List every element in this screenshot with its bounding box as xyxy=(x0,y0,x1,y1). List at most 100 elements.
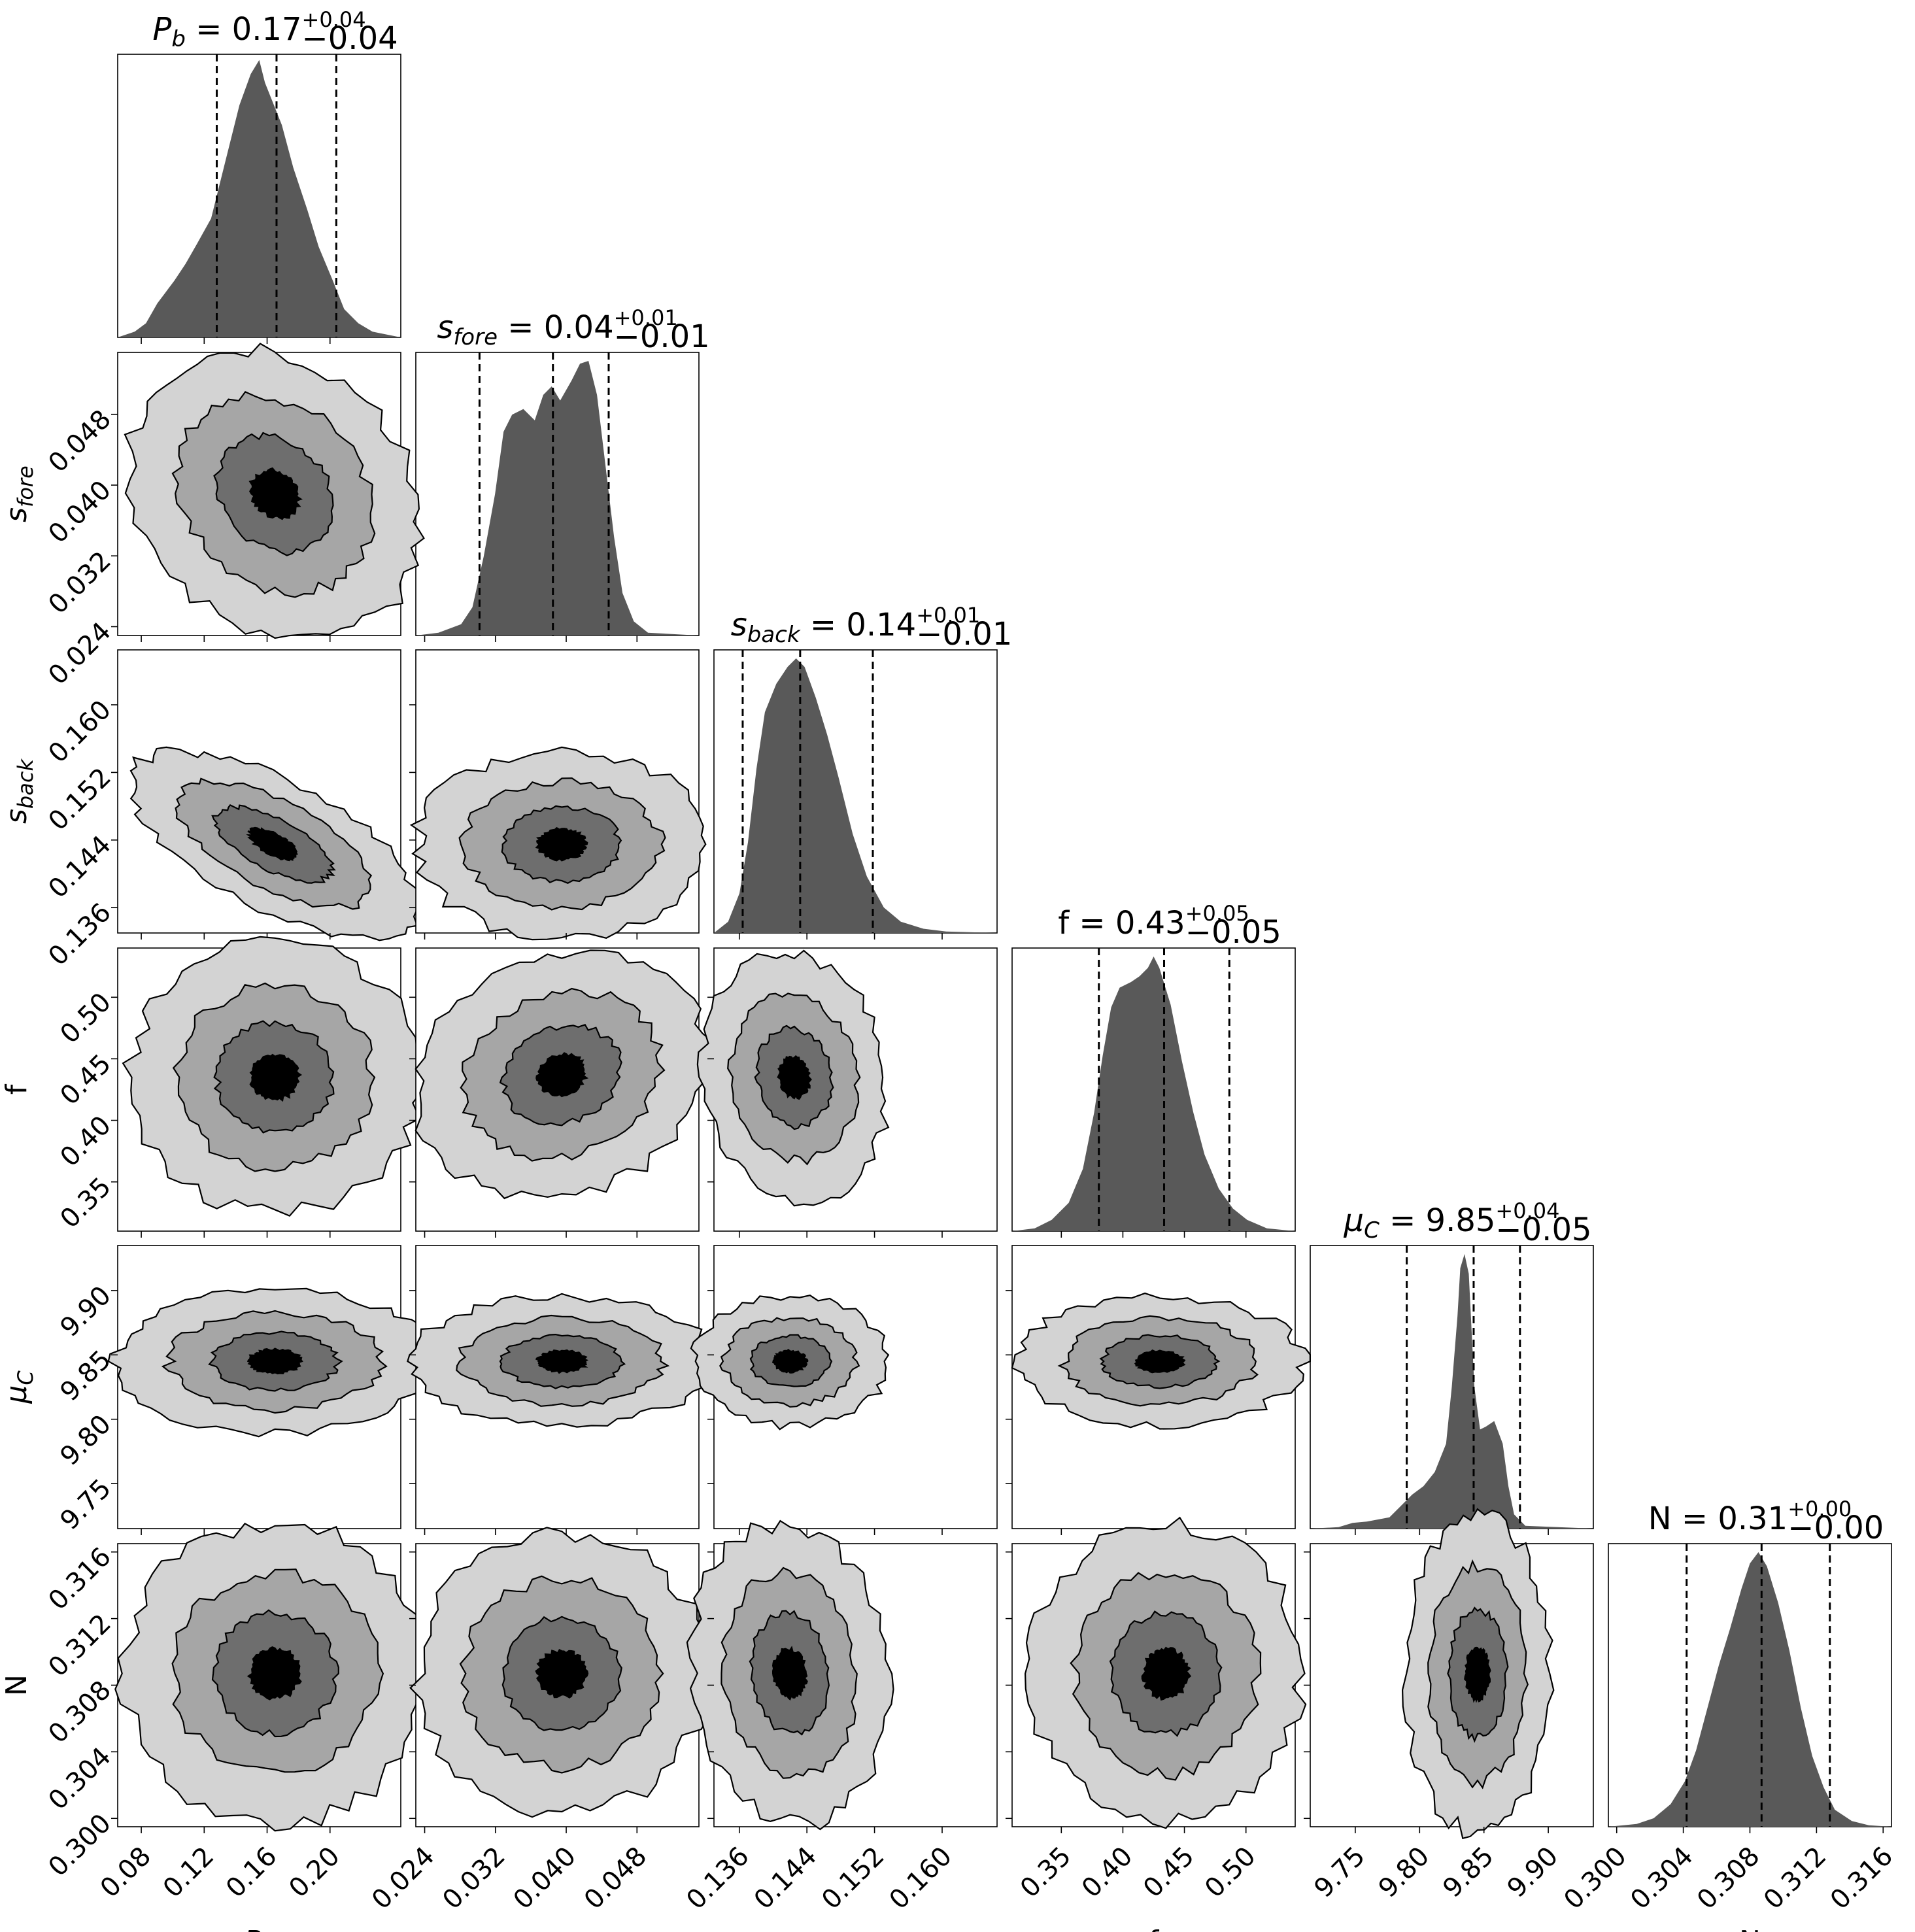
contour-level-4 xyxy=(535,1649,589,1699)
y-tick-label-mu_C: 9.75 xyxy=(54,1474,117,1536)
contour-panel-f-vs-P_b xyxy=(111,936,426,1238)
contour-level-4 xyxy=(535,1349,589,1374)
contour-level-4 xyxy=(248,467,303,520)
contour-panel-s_back-vs-P_b xyxy=(111,649,425,941)
x-tick-label-P_b: 0.08 xyxy=(95,1841,158,1904)
title-minus-f: −0.05 xyxy=(1185,914,1281,951)
contour-level-4 xyxy=(246,1347,303,1375)
y-tick-label-s_back: 0.136 xyxy=(42,898,117,972)
contour-panel-N-vs-s_fore xyxy=(409,1527,710,1833)
title-minus-P_b: −0.04 xyxy=(302,20,398,57)
x-tick-label-P_b: 0.16 xyxy=(220,1841,283,1904)
x-tick-label-s_back: 0.160 xyxy=(884,1841,958,1916)
y-tick-label-mu_C: 9.85 xyxy=(54,1345,117,1408)
y-tick-label-s_back: 0.144 xyxy=(42,830,117,904)
title-f: f = 0.43+0.05 xyxy=(1058,901,1249,941)
contour-panel-N-vs-s_back xyxy=(686,1519,998,1833)
contour-level-4 xyxy=(246,826,298,862)
contour-panel-mu_C-vs-s_fore xyxy=(407,1245,718,1535)
x-tick-label-mu_C: 9.80 xyxy=(1373,1841,1436,1904)
histogram-mu_C xyxy=(1310,1254,1593,1529)
x-tick-label-s_fore: 0.040 xyxy=(508,1841,583,1916)
x-tick-label-N: 0.308 xyxy=(1691,1841,1766,1916)
x-tick-label-s_fore: 0.032 xyxy=(437,1841,511,1916)
title-P_b: Pb = 0.17+0.04 xyxy=(152,7,365,52)
x-tick-label-s_back: 0.144 xyxy=(749,1841,823,1916)
x-tick-label-N: 0.316 xyxy=(1825,1841,1899,1916)
contour-level-4 xyxy=(246,1646,302,1701)
title-minus-N: −0.00 xyxy=(1788,1510,1884,1546)
y-tick-label-f: 0.45 xyxy=(54,1049,117,1111)
histogram-N xyxy=(1608,1552,1891,1827)
y-tick-label-s_fore: 0.040 xyxy=(42,475,117,549)
contour-level-4 xyxy=(777,1055,812,1100)
title-minus-s_fore: −0.01 xyxy=(614,318,710,355)
contour-level-4 xyxy=(535,1052,589,1098)
x-tick-label-f: 0.50 xyxy=(1199,1841,1262,1904)
histogram-P_b xyxy=(118,59,401,337)
x-tick-label-f: 0.45 xyxy=(1138,1841,1200,1904)
x-tick-label-N: 0.312 xyxy=(1758,1841,1833,1916)
histogram-s_back xyxy=(714,658,997,933)
x-tick-label-mu_C: 9.90 xyxy=(1502,1841,1565,1904)
y-tick-label-mu_C: 9.90 xyxy=(54,1280,117,1343)
x-axis-label-mu_C: μC xyxy=(1434,1925,1468,1932)
contour-level-4 xyxy=(771,1349,809,1374)
y-tick-label-N: 0.304 xyxy=(42,1742,117,1816)
contour-panel-f-vs-s_back xyxy=(696,947,998,1238)
x-tick-label-f: 0.40 xyxy=(1076,1841,1139,1904)
contour-level-4 xyxy=(249,1053,302,1102)
y-tick-label-s_fore: 0.032 xyxy=(42,546,117,620)
corner-panels xyxy=(107,54,1892,1840)
contour-level-4 xyxy=(1464,1646,1491,1703)
x-tick-label-s_fore: 0.024 xyxy=(366,1841,441,1916)
contour-panel-mu_C-vs-P_b xyxy=(107,1245,441,1535)
title-N: N = 0.31+0.00 xyxy=(1648,1497,1852,1537)
y-axis-label-s_fore: sfore xyxy=(0,466,38,522)
contour-level-4 xyxy=(535,826,588,862)
contour-panel-mu_C-vs-f xyxy=(1006,1245,1312,1535)
x-tick-label-s_fore: 0.048 xyxy=(579,1841,653,1916)
contour-level-4 xyxy=(771,1646,808,1701)
y-tick-label-s_fore: 0.048 xyxy=(42,404,117,479)
contour-level-4 xyxy=(1141,1646,1192,1701)
hist-panel-f xyxy=(1011,947,1296,1238)
hist-panel-s_fore xyxy=(415,352,700,642)
x-axis-label-s_back: sback xyxy=(823,1925,889,1932)
x-tick-label-s_back: 0.136 xyxy=(681,1841,755,1916)
x-tick-label-mu_C: 9.85 xyxy=(1437,1841,1500,1904)
contour-panel-N-vs-P_b xyxy=(111,1522,433,1833)
y-tick-label-N: 0.316 xyxy=(42,1542,117,1616)
x-tick-label-N: 0.304 xyxy=(1625,1841,1699,1916)
y-tick-label-s_back: 0.152 xyxy=(42,762,117,837)
x-tick-label-P_b: 0.20 xyxy=(283,1841,346,1904)
contour-panel-N-vs-mu_C xyxy=(1304,1508,1594,1840)
contour-level-4 xyxy=(1134,1349,1186,1374)
title-s_back: sback = 0.14+0.01 xyxy=(731,603,981,648)
x-axis-label-f: f xyxy=(1149,1925,1160,1932)
title-minus-s_back: −0.01 xyxy=(916,616,1012,652)
title-s_fore: sfore = 0.04+0.01 xyxy=(437,305,677,350)
hist-panel-mu_C xyxy=(1310,1245,1594,1535)
contour-panel-f-vs-s_fore xyxy=(409,947,715,1238)
y-tick-label-s_fore: 0.024 xyxy=(42,617,117,691)
y-tick-label-s_back: 0.160 xyxy=(42,694,117,769)
y-tick-label-f: 0.40 xyxy=(54,1110,117,1173)
y-axis-label-s_back: sback xyxy=(0,758,38,824)
contour-panel-s_back-vs-s_fore xyxy=(409,649,707,941)
y-tick-label-mu_C: 9.80 xyxy=(54,1409,117,1472)
y-tick-label-f: 0.50 xyxy=(54,987,117,1050)
y-tick-label-f: 0.35 xyxy=(54,1172,117,1234)
y-axis-label-N: N xyxy=(0,1674,33,1696)
contour-panel-N-vs-f xyxy=(1006,1516,1307,1833)
x-tick-label-P_b: 0.12 xyxy=(158,1841,220,1904)
x-tick-label-f: 0.35 xyxy=(1015,1841,1077,1904)
contour-panel-s_fore-vs-P_b xyxy=(111,343,425,642)
hist-panel-N xyxy=(1608,1543,1892,1833)
x-axis-label-s_fore: sfore xyxy=(529,1925,586,1932)
histogram-s_fore xyxy=(416,361,699,636)
x-tick-label-mu_C: 9.75 xyxy=(1308,1841,1371,1904)
y-axis-label-f: f xyxy=(0,1083,33,1094)
y-axis-label-mu_C: μC xyxy=(0,1370,38,1404)
